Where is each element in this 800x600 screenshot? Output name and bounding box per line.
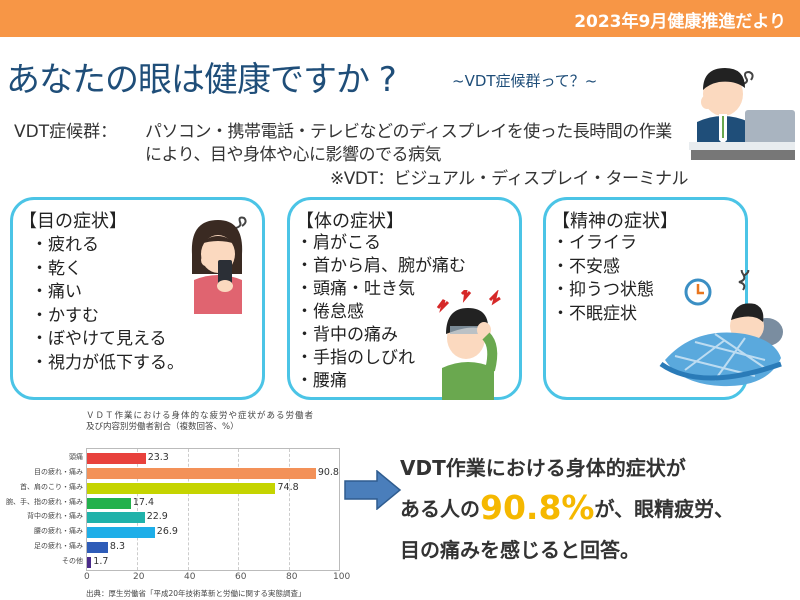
bar xyxy=(87,557,92,568)
bar-value-label: 74.8 xyxy=(277,482,299,493)
x-tick: 0 xyxy=(84,572,90,582)
chart-title-line2: 及び内容別労働者割合（複数回答、%） xyxy=(86,422,239,432)
bar-value-label: 26.9 xyxy=(156,526,178,537)
x-tick: 20 xyxy=(133,572,145,582)
list-item: ・ぼやけて見える xyxy=(31,329,167,349)
category-label: その他 xyxy=(62,557,83,565)
definition-text-line1: パソコン・携帯電話・テレビなどのディスプレイを使った長時間の作業 xyxy=(145,122,672,142)
bar xyxy=(87,512,145,523)
list-item: ・乾く xyxy=(31,258,82,279)
bar xyxy=(87,483,276,494)
list-item: ・抑うつ状態 xyxy=(552,280,654,300)
x-tick: 100 xyxy=(333,572,351,582)
bar xyxy=(87,527,155,538)
gridline xyxy=(187,449,189,570)
header-banner: 2023年9月健康推進だより xyxy=(0,0,800,37)
card-heading: 【目の症状】 xyxy=(19,211,127,232)
bar-value-label: 17.4 xyxy=(132,497,154,508)
list-item: ・疲れる xyxy=(31,235,99,255)
gridline xyxy=(288,449,290,570)
symptom-bar-chart: ＶＤＴ作業における身体的な疲労や症状がある労働者 及び内容別労働者割合（複数回答… xyxy=(0,405,350,600)
category-label: 腰の疲れ・痛み xyxy=(34,527,83,535)
bar xyxy=(87,498,131,509)
newsletter-title: 2023年9月健康推進だより xyxy=(574,12,786,32)
summary-line2-suffix: が、眼精疲労、 xyxy=(594,497,735,521)
chart-plot-area: 23.3 90.8 74.8 17.4 22.9 26.9 8.3 1.7 xyxy=(86,448,340,571)
right-arrow-icon xyxy=(344,469,402,511)
definition-label: VDT症候群： xyxy=(14,122,118,142)
category-label: 背中の疲れ・痛み xyxy=(27,512,83,520)
bar-value-label: 22.9 xyxy=(146,511,168,522)
list-item: ・かすむ xyxy=(31,305,99,326)
x-tick: 80 xyxy=(286,572,298,582)
gridline xyxy=(137,449,139,570)
bar-value-label: 1.7 xyxy=(93,556,109,567)
symptom-list: ・イライラ ・不安感 ・抑うつ状態 ・不眠症状 xyxy=(552,232,654,326)
category-label: 腕、手、指の疲れ・痛み xyxy=(6,498,83,506)
chart-source: 出典：厚生労働省「平成20年技術革新と労働に関する実態調査」 xyxy=(86,589,306,598)
gridline xyxy=(238,449,240,570)
list-item: ・背中の痛み xyxy=(296,325,398,345)
card-heading: 【体の症状】 xyxy=(296,211,404,232)
summary-line2-prefix: ある人の xyxy=(400,497,480,521)
highlight-percentage: 90.8% xyxy=(480,488,595,527)
girl-rubbing-eye-with-phone-illustration xyxy=(178,214,258,314)
category-label: 目の疲れ・痛み xyxy=(34,468,83,476)
page-subtitle: ~VDT症候群って？~ xyxy=(452,72,598,90)
card-heading: 【精神の症状】 xyxy=(552,211,678,232)
list-item: ・頭痛・吐き気 xyxy=(296,279,415,299)
boy-with-headache-illustration xyxy=(432,285,507,400)
bar xyxy=(87,468,316,479)
chart-title: ＶＤＴ作業における身体的な疲労や症状がある労働者 xyxy=(86,411,315,421)
category-label: 足の疲れ・痛み xyxy=(34,542,83,550)
category-label: 首、肩のこり・痛み xyxy=(20,483,83,491)
list-item: ・視力が低下する。 xyxy=(31,352,184,373)
page-title: あなたの眼は健康ですか ? xyxy=(6,60,397,100)
list-item: ・首から肩、腕が痛む xyxy=(296,256,466,276)
body-symptoms-card: 【体の症状】 ・肩がこる ・首から肩、腕が痛む ・頭痛・吐き気 ・倦怠感 ・背中… xyxy=(287,197,522,400)
summary-line2: ある人の90.8%が、眼精疲労、 xyxy=(400,488,734,527)
bar xyxy=(87,453,146,464)
summary-line1: VDT作業における身体的症状が xyxy=(400,456,686,480)
definition-text-line2: により、目や身体や心に影響のでる病気 xyxy=(145,145,441,165)
symptom-list: ・疲れる ・乾く ・痛い ・かすむ ・ぼやけて見える ・視力が低下する。 xyxy=(31,234,184,375)
category-label: 頭痛 xyxy=(69,453,83,461)
bar-value-label: 23.3 xyxy=(147,452,169,463)
list-item: ・不眠症状 xyxy=(552,303,637,324)
bar-value-label: 90.8 xyxy=(317,467,339,478)
list-item: ・肩がこる xyxy=(296,233,381,253)
x-tick: 40 xyxy=(184,572,196,582)
list-item: ・手指のしびれ xyxy=(296,348,415,368)
list-item: ・痛い xyxy=(31,282,82,302)
bar xyxy=(87,542,108,553)
summary-line3: 目の痛みを感じると回答。 xyxy=(400,538,640,562)
tired-office-worker-illustration xyxy=(685,62,795,162)
bar-value-label: 8.3 xyxy=(109,541,126,552)
list-item: ・腰痛 xyxy=(296,371,347,391)
list-item: ・不安感 xyxy=(552,256,620,277)
symptom-list: ・肩がこる ・首から肩、腕が痛む ・頭痛・吐き気 ・倦怠感 ・背中の痛み ・手指… xyxy=(296,232,466,393)
list-item: ・倦怠感 xyxy=(296,302,364,322)
x-tick: 60 xyxy=(235,572,247,582)
list-item: ・イライラ xyxy=(552,233,637,253)
sleepless-man-in-bed-illustration xyxy=(655,266,800,390)
definition-note: ※VDT：ビジュアル・ディスプレイ・ターミナル xyxy=(330,169,688,189)
